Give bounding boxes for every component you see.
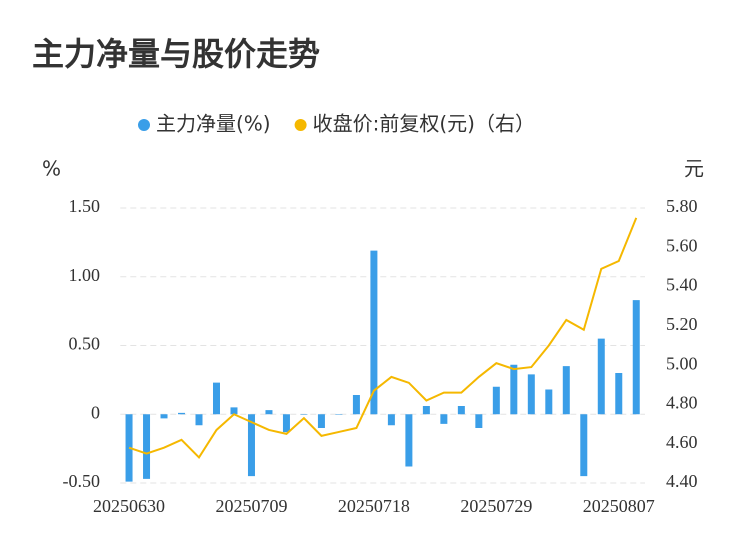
legend: 主力净量(%) 收盘价:前复权(元)（右） (138, 112, 535, 136)
legend-label: 主力净量(%) (156, 112, 271, 136)
price-line (128, 217, 638, 460)
legend-label: 收盘价:前复权(元)（右） (313, 112, 535, 136)
y2-tick-label: 5.20 (666, 314, 698, 334)
bar (475, 414, 483, 428)
bar (195, 414, 203, 426)
y-tick-label: 1.00 (69, 265, 101, 285)
bar (247, 414, 255, 477)
bar (632, 300, 640, 415)
bar (527, 374, 535, 415)
bar (562, 366, 570, 415)
y-tick-label: 0.50 (69, 334, 101, 354)
bar (178, 412, 186, 415)
bar (300, 414, 308, 415)
y2-tick-label: 4.40 (666, 471, 698, 491)
x-tick-label: 20250630 (93, 496, 165, 516)
y-tick-label: 1.50 (69, 196, 101, 216)
bar (265, 410, 273, 415)
y-tick-label: -0.50 (63, 471, 101, 491)
bar (440, 414, 448, 424)
bar (212, 382, 220, 415)
bar (457, 406, 465, 415)
x-tick-label: 20250718 (338, 496, 410, 516)
bar (335, 414, 343, 415)
bar (492, 386, 500, 415)
bar (615, 373, 623, 415)
bar (370, 250, 378, 415)
bar (405, 414, 413, 467)
bar (160, 414, 168, 419)
y-axis-unit: % (42, 157, 61, 181)
y2-tick-label: 4.80 (666, 393, 698, 413)
bar (352, 395, 360, 415)
y2-axis-unit: 元 (684, 157, 704, 181)
chart-title: 主力净量与股价走势 (32, 35, 320, 73)
bar (143, 414, 151, 479)
bar (317, 414, 325, 428)
legend-swatch (294, 119, 307, 131)
x-tick-label: 20250807 (583, 496, 655, 516)
bar (282, 414, 290, 433)
bar (580, 414, 588, 477)
y2-tick-label: 5.80 (666, 196, 698, 216)
bar (545, 389, 553, 415)
x-tick-label: 20250709 (215, 496, 287, 516)
bar (597, 338, 605, 415)
legend-swatch (138, 119, 150, 131)
bar (422, 406, 430, 415)
y2-tick-label: 5.00 (666, 353, 698, 373)
y2-tick-label: 5.60 (666, 235, 698, 255)
y-tick-label: 0 (91, 402, 100, 422)
y2-tick-label: 5.40 (666, 275, 698, 295)
bar (510, 364, 518, 415)
x-tick-label: 20250729 (460, 496, 532, 516)
y2-tick-label: 4.60 (666, 432, 698, 452)
bar (387, 414, 395, 426)
bar (230, 407, 238, 415)
